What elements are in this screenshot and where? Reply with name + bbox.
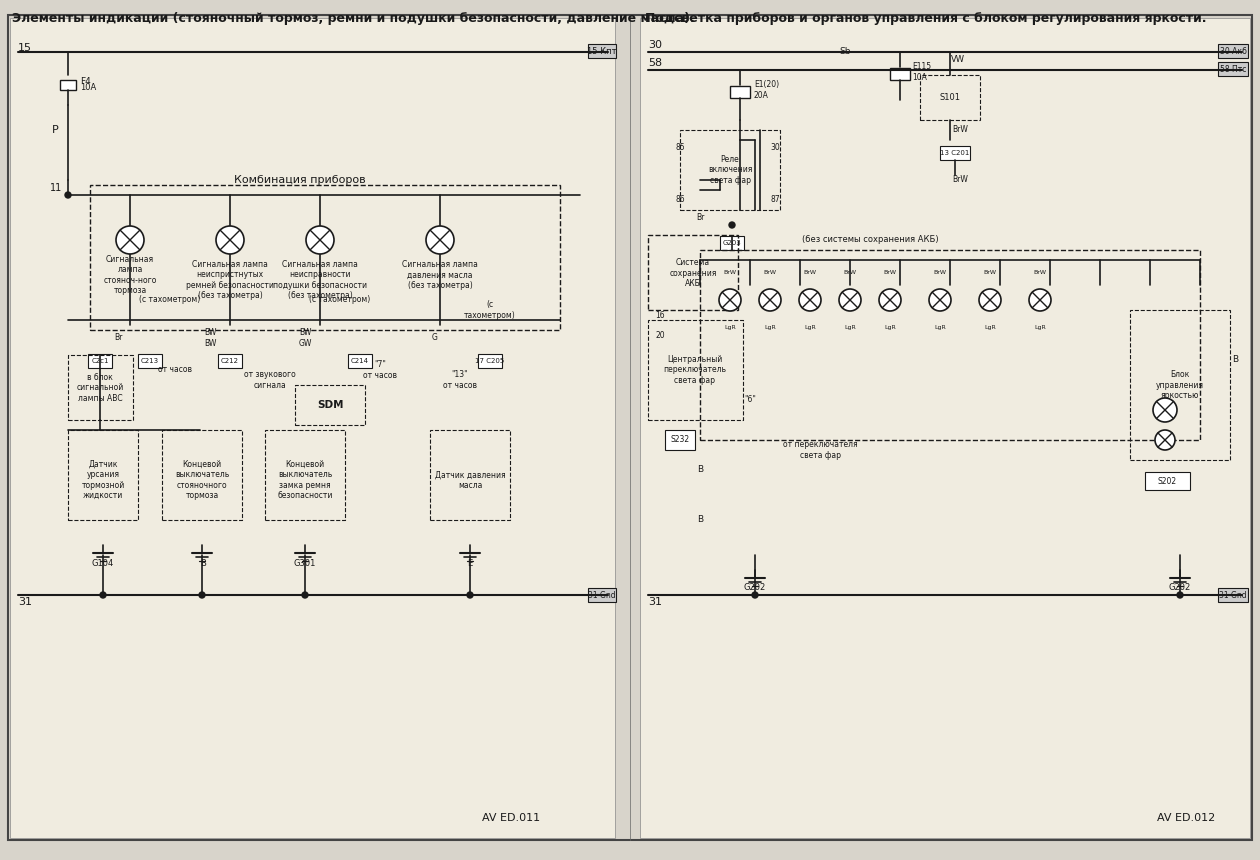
Text: E: E bbox=[467, 560, 472, 568]
Text: LgR: LgR bbox=[844, 325, 856, 330]
Text: 31: 31 bbox=[648, 597, 662, 607]
Bar bbox=[265, 430, 345, 520]
Bar bbox=[1218, 588, 1247, 602]
Text: 15: 15 bbox=[18, 43, 32, 53]
Text: G203: G203 bbox=[723, 240, 741, 246]
Text: G202: G202 bbox=[743, 583, 766, 593]
Bar bbox=[1218, 44, 1247, 58]
Text: 30 Акб: 30 Акб bbox=[1220, 46, 1246, 56]
Bar bbox=[60, 80, 76, 90]
Text: Br: Br bbox=[696, 213, 704, 223]
Text: (с тахометром): (с тахометром) bbox=[310, 296, 370, 304]
Bar bbox=[701, 250, 1200, 440]
Text: E115
10A: E115 10A bbox=[912, 62, 931, 82]
Text: B: B bbox=[1232, 355, 1239, 365]
Text: LgR: LgR bbox=[1034, 325, 1046, 330]
Text: G301: G301 bbox=[294, 560, 316, 568]
Text: (без системы сохранения АКБ): (без системы сохранения АКБ) bbox=[801, 236, 939, 244]
Text: LgR: LgR bbox=[984, 325, 995, 330]
Bar bbox=[295, 385, 365, 425]
Circle shape bbox=[215, 226, 244, 254]
Text: 87: 87 bbox=[770, 195, 780, 205]
Bar bbox=[588, 588, 616, 602]
Bar bbox=[348, 354, 372, 368]
Text: "13"
от часов: "13" от часов bbox=[444, 371, 478, 390]
Text: BrW: BrW bbox=[984, 269, 997, 274]
Circle shape bbox=[1153, 398, 1177, 422]
Text: Sb: Sb bbox=[839, 47, 851, 57]
Text: BrW: BrW bbox=[953, 126, 968, 134]
Text: C212: C212 bbox=[220, 358, 239, 364]
Text: C2c1: C2c1 bbox=[91, 358, 108, 364]
Text: S202: S202 bbox=[1158, 476, 1177, 486]
Text: Блок
управления
яркостью: Блок управления яркостью bbox=[1155, 370, 1205, 400]
Circle shape bbox=[979, 289, 1000, 311]
Text: G: G bbox=[432, 334, 438, 342]
Text: P: P bbox=[52, 125, 58, 135]
Bar bbox=[1218, 62, 1247, 76]
Text: Система
сохранения
АКБ: Система сохранения АКБ bbox=[669, 258, 717, 288]
Text: 13 C201: 13 C201 bbox=[940, 150, 970, 156]
Bar bbox=[430, 430, 510, 520]
Bar bbox=[1145, 472, 1189, 490]
Text: 17 C205: 17 C205 bbox=[475, 358, 504, 364]
Text: (с тахометром): (с тахометром) bbox=[140, 296, 200, 304]
Circle shape bbox=[929, 289, 951, 311]
Bar bbox=[218, 354, 242, 368]
Text: G202: G202 bbox=[1169, 583, 1191, 593]
Text: E1(20)
20A: E1(20) 20A bbox=[753, 80, 779, 100]
Bar bbox=[890, 68, 910, 80]
Text: 58: 58 bbox=[648, 58, 662, 68]
Circle shape bbox=[426, 226, 454, 254]
Text: Сигнальная лампа
неисправности
подушки безопасности
(без тахометра): Сигнальная лампа неисправности подушки б… bbox=[273, 260, 367, 300]
Text: S101: S101 bbox=[940, 94, 960, 102]
Circle shape bbox=[306, 226, 334, 254]
Text: 85: 85 bbox=[675, 144, 685, 152]
Bar bbox=[1130, 310, 1230, 460]
Text: BW
BW: BW BW bbox=[204, 329, 217, 347]
Bar bbox=[648, 235, 738, 310]
Bar bbox=[940, 146, 970, 160]
Text: F4: F4 bbox=[79, 77, 91, 85]
Text: 31: 31 bbox=[18, 597, 32, 607]
Circle shape bbox=[879, 289, 901, 311]
Bar bbox=[719, 236, 743, 250]
Text: BrW: BrW bbox=[764, 269, 776, 274]
Text: B: B bbox=[697, 515, 703, 525]
Text: SDM: SDM bbox=[316, 400, 343, 410]
Text: LgR: LgR bbox=[724, 325, 736, 330]
Text: G104: G104 bbox=[92, 560, 115, 568]
Text: Датчик
урсания
тормозной
жидкости: Датчик урсания тормозной жидкости bbox=[82, 460, 125, 501]
Text: Сигнальная
лампа
стояноч-ного
тормоза: Сигнальная лампа стояноч-ного тормоза bbox=[103, 255, 156, 295]
Circle shape bbox=[839, 289, 861, 311]
Text: 16: 16 bbox=[655, 310, 665, 320]
Bar bbox=[89, 185, 559, 330]
Bar bbox=[68, 430, 139, 520]
Bar bbox=[68, 355, 134, 420]
Text: 15 Кпт: 15 Кпт bbox=[587, 46, 617, 56]
Text: от переключателя
света фар: от переключателя света фар bbox=[782, 440, 857, 460]
Text: 31 Gnd: 31 Gnd bbox=[1220, 591, 1247, 599]
Text: Датчик давления
масла: Датчик давления масла bbox=[435, 470, 505, 489]
Text: BrW: BrW bbox=[883, 269, 897, 274]
Text: BrW: BrW bbox=[843, 269, 857, 274]
Text: Подсветка приборов и органов управления с блоком регулирования яркости.: Подсветка приборов и органов управления … bbox=[645, 12, 1207, 25]
Text: Концевой
выключатель
замка ремня
безопасности: Концевой выключатель замка ремня безопас… bbox=[277, 460, 333, 501]
Circle shape bbox=[752, 592, 759, 598]
Text: BrW: BrW bbox=[723, 269, 737, 274]
Bar bbox=[10, 18, 615, 838]
Bar bbox=[88, 354, 112, 368]
Text: 31 Gnd: 31 Gnd bbox=[588, 591, 616, 599]
Circle shape bbox=[467, 592, 472, 598]
Bar bbox=[640, 18, 1250, 838]
Bar bbox=[665, 430, 696, 450]
Circle shape bbox=[799, 289, 822, 311]
Text: BW
GW: BW GW bbox=[299, 329, 311, 347]
Text: AV ED.012: AV ED.012 bbox=[1157, 813, 1215, 823]
Text: в блок
сигнальной
лампы АВС: в блок сигнальной лампы АВС bbox=[77, 373, 123, 402]
Text: C214: C214 bbox=[352, 358, 369, 364]
Text: C213: C213 bbox=[141, 358, 159, 364]
Text: Комбинация приборов: Комбинация приборов bbox=[234, 175, 365, 185]
Text: LgR: LgR bbox=[934, 325, 946, 330]
Text: 10A: 10A bbox=[79, 83, 96, 93]
